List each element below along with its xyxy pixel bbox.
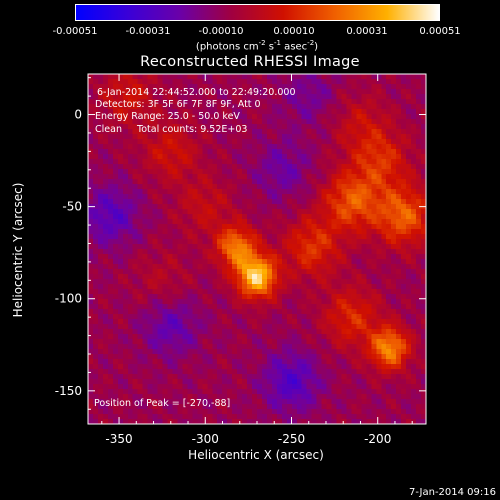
x-tick-label: -250: [278, 432, 305, 446]
x-axis: -350 -300 -250 -200: [101, 74, 413, 446]
y-tick-label: -150: [55, 384, 82, 398]
y-tick-label: -50: [62, 200, 82, 214]
colorbar-tick-label: -0.00010: [198, 26, 244, 37]
y-axis-label: Heliocentric Y (arcsec): [11, 182, 25, 318]
y-tick-label: 0: [74, 108, 82, 122]
y-axis: -150 -100 -50 0: [55, 77, 426, 410]
colorbar-tick-label: 0.00051: [419, 26, 461, 37]
annotation-time: 6-Jan-2014 22:44:52.000 to 22:49:20.000: [97, 87, 296, 98]
colorbar-tick-label: 0.00031: [346, 26, 388, 37]
x-tick-label: -350: [105, 432, 132, 446]
colorbar-tick-label: -0.00031: [125, 26, 171, 37]
annotation-energy: Energy Range: 25.0 - 50.0 keV: [95, 111, 240, 123]
x-axis-label: Heliocentric X (arcsec): [188, 448, 324, 462]
heatmap-image: [88, 74, 426, 424]
x-tick-label: -300: [192, 432, 219, 446]
x-tick-label: -200: [364, 432, 391, 446]
colorbar-tick-label: -0.00051: [52, 26, 98, 37]
y-tick-label: -100: [55, 292, 82, 306]
colorbar: [75, 4, 440, 21]
colorbar-tick-label: 0.00010: [273, 26, 315, 37]
annotation-block: 6-Jan-2014 22:44:52.000 to 22:49:20.000 …: [95, 87, 295, 136]
peak-position-label: Position of Peak = [-270,-88]: [94, 398, 231, 409]
footer-date: 7-Jan-2014 09:16: [409, 487, 496, 498]
annotation-counts: Clean Total counts: 9.52E+03: [95, 123, 248, 135]
colorbar-unit-label: (photons cm-2 s-1 asec-2): [195, 39, 319, 53]
chart-title: Reconstructed RHESSI Image: [140, 54, 360, 70]
annotation-detectors: Detectors: 3F 5F 6F 7F 8F 9F, Att 0: [95, 99, 261, 111]
